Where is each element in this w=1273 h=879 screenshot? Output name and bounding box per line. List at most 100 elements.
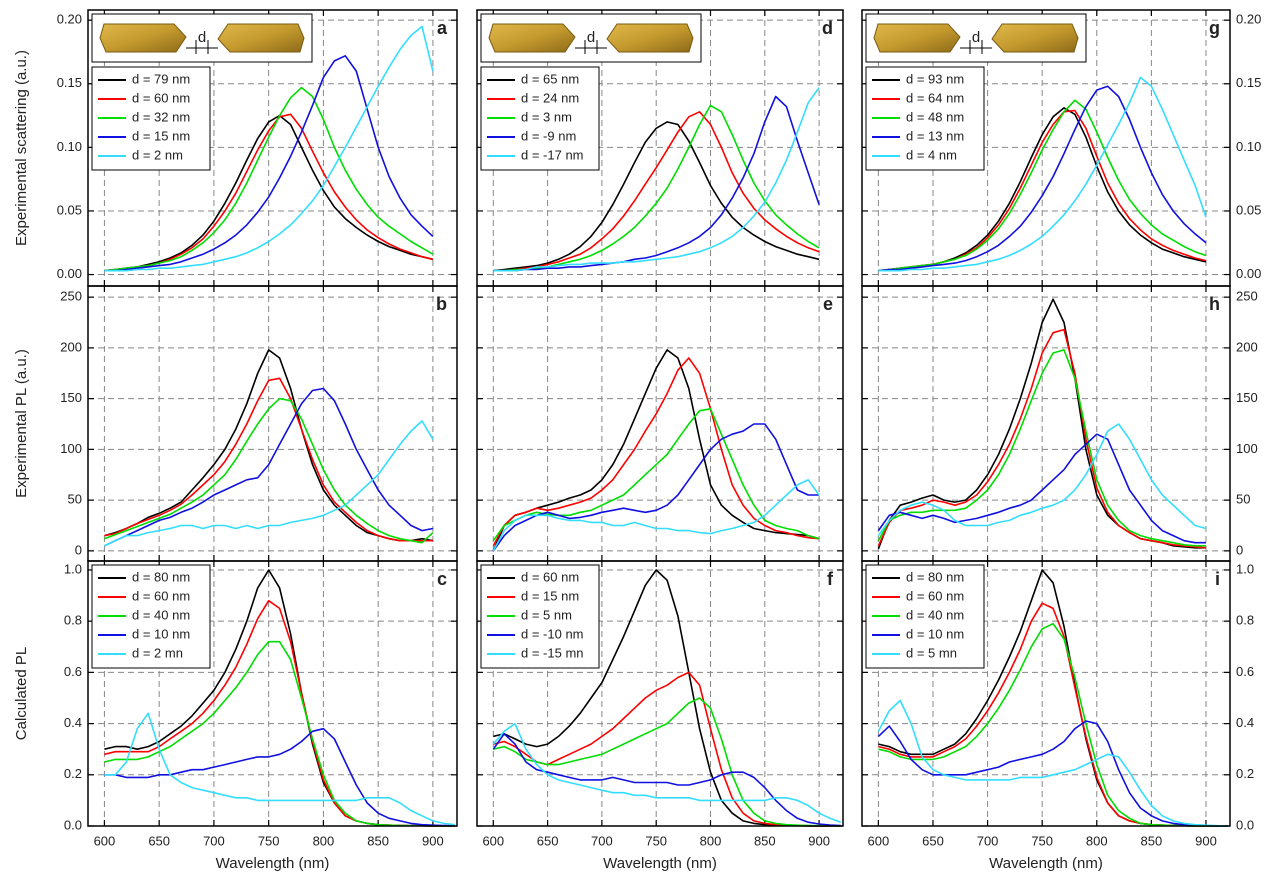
data-line — [104, 397, 434, 544]
y-tick-label: 0.8 — [64, 613, 82, 628]
legend-label: d = 5 nm — [521, 607, 572, 622]
legend-label: d = 60 nm — [132, 90, 190, 105]
y-tick-label: 0.15 — [1236, 75, 1261, 90]
data-line — [877, 433, 1206, 544]
legend-label: d = 4 nm — [906, 147, 957, 162]
data-line — [492, 349, 820, 552]
nanorod — [99, 23, 187, 53]
x-tick-label: 850 — [754, 833, 776, 848]
y-tick-label: 0.20 — [57, 12, 82, 27]
data-line — [492, 722, 842, 823]
x-axis-label: Wavelength (nm) — [989, 855, 1103, 872]
x-tick-label: 600 — [482, 833, 504, 848]
inset: d — [480, 13, 702, 63]
y-tick-label: 150 — [60, 390, 82, 405]
y-tick-label: 1.0 — [64, 561, 82, 576]
data-line — [492, 423, 820, 552]
data-line — [878, 76, 1207, 272]
x-tick-label: 750 — [645, 833, 667, 848]
legend-label: d = 10 nm — [132, 626, 190, 641]
y-tick-label: 0.8 — [1236, 613, 1254, 628]
legend-label: d = 5 mn — [906, 645, 957, 660]
nanorod — [217, 23, 305, 53]
y-tick-label: 250 — [1236, 289, 1258, 304]
y-tick-label: 0.10 — [57, 139, 82, 154]
y-tick-label: 0.6 — [1236, 664, 1254, 679]
data-line — [104, 86, 434, 272]
y-tick-label: 250 — [60, 289, 82, 304]
nanorod — [873, 23, 961, 53]
y-tick-label: 0 — [75, 542, 82, 557]
data-line — [493, 95, 820, 272]
legend-label: d = 24 nm — [521, 90, 579, 105]
x-tick-label: 700 — [203, 833, 225, 848]
y-tick-label: 200 — [60, 339, 82, 354]
y-axis-label: Calculated PL — [13, 647, 30, 740]
y-tick-label: 200 — [1236, 339, 1258, 354]
inset: d — [91, 13, 313, 63]
plot-frame — [861, 560, 1231, 827]
y-tick-label: 50 — [1236, 492, 1250, 507]
data-line — [877, 720, 1228, 827]
panel-letter: b — [436, 294, 447, 314]
data-line — [104, 727, 455, 827]
x-tick-label: 800 — [313, 833, 335, 848]
x-tick-label: 900 — [808, 833, 830, 848]
y-tick-label: 1.0 — [1236, 561, 1254, 576]
legend-label: d = -9 nm — [521, 128, 576, 143]
y-tick-label: 0.05 — [1236, 202, 1261, 217]
y-tick-label: 0.15 — [57, 75, 82, 90]
y-tick-label: 0.0 — [64, 817, 82, 832]
data-line — [877, 699, 1228, 827]
y-tick-label: 0.2 — [64, 766, 82, 781]
panel-letter: c — [437, 569, 447, 589]
legend-label: d = 2 nm — [132, 147, 183, 162]
legend-label: d = 80 nm — [132, 569, 190, 584]
x-tick-label: 900 — [422, 833, 444, 848]
x-tick-label: 850 — [367, 833, 389, 848]
panel-letter: i — [1215, 569, 1220, 589]
y-tick-label: 100 — [60, 441, 82, 456]
x-tick-label: 650 — [148, 833, 170, 848]
legend-label: d = 40 nm — [906, 607, 964, 622]
x-tick-label: 750 — [1031, 833, 1053, 848]
y-tick-label: 0.6 — [64, 664, 82, 679]
panel-letter: e — [823, 294, 833, 314]
data-line — [104, 25, 434, 272]
legend-label: d = 65 nm — [521, 71, 579, 86]
inset-label: d — [198, 29, 206, 46]
x-tick-label: 650 — [922, 833, 944, 848]
y-tick-label: 0 — [1236, 542, 1243, 557]
inset-label: d — [972, 29, 980, 46]
data-line — [493, 121, 820, 272]
x-tick-label: 600 — [868, 833, 890, 848]
data-line — [104, 114, 434, 272]
panel-letter: f — [827, 569, 834, 589]
nanorod — [606, 23, 694, 53]
panel-letter: g — [1209, 18, 1220, 38]
legend-label: d = 15 nm — [521, 588, 579, 603]
data-line — [104, 55, 434, 272]
y-axis-label: Experimental scattering (a.u.) — [13, 50, 30, 246]
legend-label: d = -15 mn — [521, 645, 584, 660]
y-tick-label: 0.4 — [64, 715, 82, 730]
panel-letter: d — [822, 18, 833, 38]
x-tick-label: 800 — [1086, 833, 1108, 848]
legend-label: d = 60 nm — [521, 569, 579, 584]
legend-label: d = 64 nm — [906, 90, 964, 105]
data-line — [104, 387, 434, 547]
x-tick-label: 850 — [1141, 833, 1163, 848]
data-line — [104, 712, 455, 826]
data-line — [877, 423, 1207, 537]
legend-label: d = 13 nm — [906, 128, 964, 143]
data-line — [877, 328, 1207, 549]
y-axis-label: Experimental PL (a.u.) — [13, 349, 30, 498]
x-tick-label: 650 — [537, 833, 559, 848]
data-line — [104, 377, 433, 542]
x-tick-label: 600 — [94, 833, 116, 848]
y-tick-label: 0.00 — [1236, 266, 1261, 281]
data-line — [492, 357, 820, 547]
y-tick-label: 0.10 — [1236, 139, 1261, 154]
